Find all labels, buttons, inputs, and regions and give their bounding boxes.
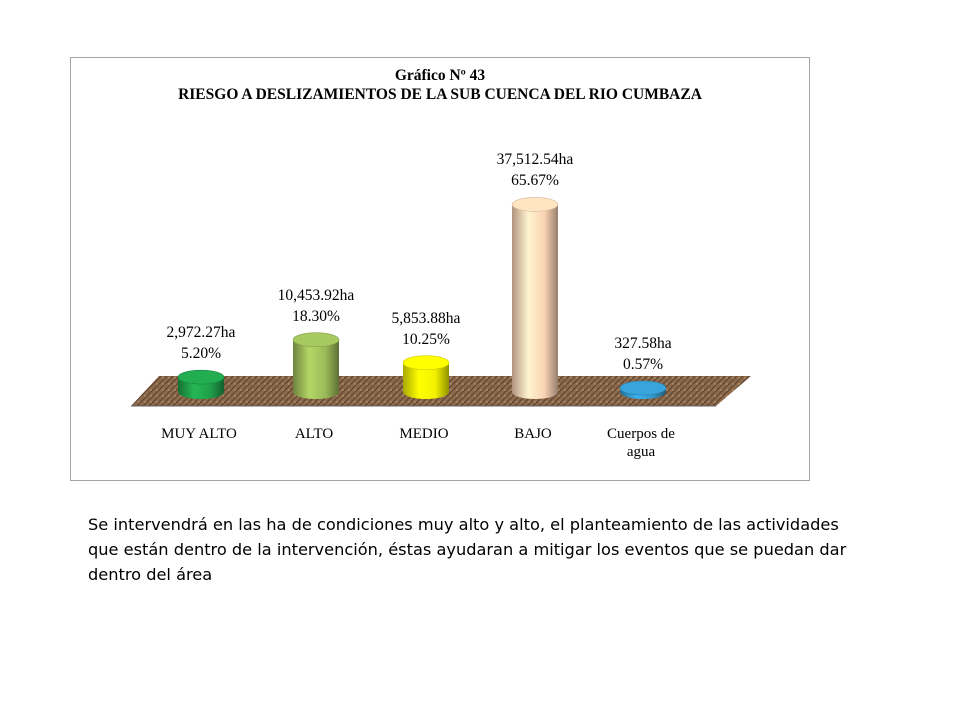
category-label-2: MEDIO — [399, 426, 449, 442]
data-label-percent-1: 18.30% — [292, 307, 340, 325]
data-label-0: 2,972.27ha 5.20% — [141, 322, 261, 364]
data-label-percent-4: 0.57% — [622, 356, 664, 373]
bar-3 — [511, 197, 559, 399]
data-label-value-0: 2,972.27ha — [166, 324, 236, 342]
data-label-4: 327.58ha 0.57% — [583, 333, 703, 375]
data-label-percent-2: 10.25% — [402, 330, 450, 348]
bar-top-2 — [402, 355, 450, 371]
bar-1 — [292, 332, 340, 399]
chart-plot — [131, 197, 751, 407]
chart-title: Gráfico Nº 43 — [394, 67, 486, 84]
data-label-1: 10,453.92ha 18.30% — [256, 285, 376, 327]
data-label-value-4: 327.58ha — [614, 335, 672, 352]
data-label-percent-0: 5.20% — [180, 345, 222, 363]
bar-top-4 — [619, 380, 667, 396]
chart-title-block: Gráfico Nº 43 RIESGO A DESLIZAMIENTOS DE… — [71, 66, 809, 104]
data-label-percent-3: 65.67% — [511, 172, 559, 190]
data-label-value-2: 5,853.88ha — [391, 309, 461, 327]
bar-4 — [619, 380, 667, 399]
bar-body-2 — [403, 362, 449, 399]
bar-2 — [402, 355, 450, 399]
caption-text: Se intervendrá en las ha de condiciones … — [88, 515, 847, 584]
bar-body-3 — [512, 204, 558, 399]
bar-body-1 — [293, 339, 339, 399]
bar-top-1 — [292, 332, 340, 348]
data-label-value-1: 10,453.92ha — [277, 286, 355, 304]
data-label-value-3: 37,512.54ha — [496, 151, 574, 169]
category-label-1: ALTO — [294, 426, 334, 442]
bar-top-0 — [177, 369, 225, 385]
data-label-2: 5,853.88ha 10.25% — [366, 308, 486, 350]
data-label-3: 37,512.54ha 65.67% — [475, 149, 595, 191]
chart-subtitle: RIESGO A DESLIZAMIENTOS DE LA SUB CUENCA… — [178, 86, 702, 103]
chart-frame: Gráfico Nº 43 RIESGO A DESLIZAMIENTOS DE… — [70, 57, 810, 481]
category-label-4: Cuerpos de agua — [607, 426, 675, 460]
category-label-3: BAJO — [514, 426, 552, 442]
category-label-0: MUY ALTO — [161, 426, 237, 442]
bar-top-3 — [511, 197, 559, 212]
bar-0 — [177, 369, 225, 399]
